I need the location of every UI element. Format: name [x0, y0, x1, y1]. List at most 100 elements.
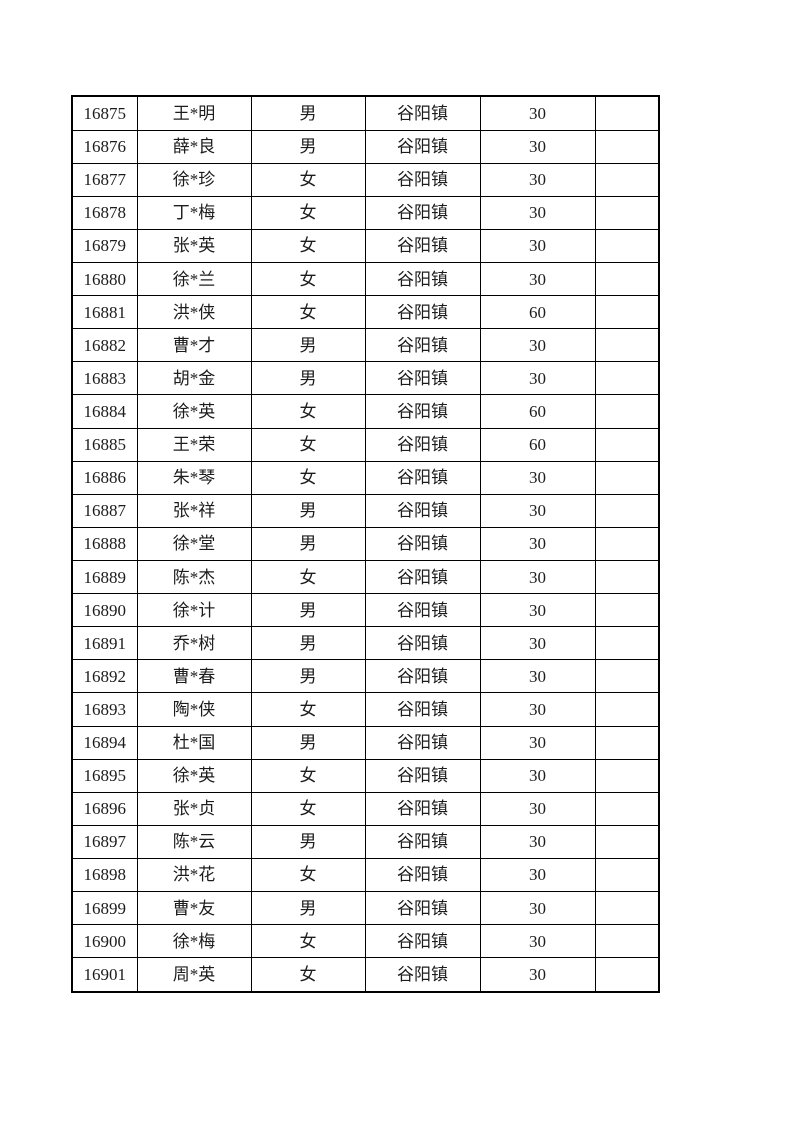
cell-blank: [594, 95, 660, 131]
cell-gender: 男: [250, 824, 366, 859]
cell-name: 徐*英: [136, 394, 252, 429]
cell-blank: [594, 328, 660, 363]
cell-id: 16880: [71, 261, 138, 297]
cell-gender: 女: [250, 559, 366, 595]
cell-gender: 女: [250, 957, 366, 993]
cell-name: 徐*兰: [136, 261, 252, 297]
cell-amount: 30: [479, 493, 596, 528]
table-row: 16896 张*贞女谷阳镇 30: [71, 791, 660, 826]
cell-name: 徐*英: [136, 758, 252, 793]
cell-id: 16900: [71, 924, 138, 959]
table-row: 16884 徐*英女谷阳镇 60: [71, 394, 660, 429]
table-row: 16877 徐*珍女谷阳镇 30: [71, 162, 660, 197]
cell-town: 谷阳镇: [364, 295, 481, 330]
cell-id: 16901: [71, 957, 138, 993]
cell-id: 16890: [71, 593, 138, 628]
cell-blank: [594, 460, 660, 495]
cell-gender: 女: [250, 791, 366, 826]
cell-blank: [594, 659, 660, 694]
table-row: 16880 徐*兰女谷阳镇 30: [71, 261, 660, 297]
cell-town: 谷阳镇: [364, 957, 481, 993]
cell-gender: 女: [250, 162, 366, 197]
table-row: 16881 洪*侠女谷阳镇 60: [71, 295, 660, 330]
cell-gender: 男: [250, 95, 366, 131]
cell-amount: 30: [479, 692, 596, 727]
cell-gender: 男: [250, 725, 366, 760]
cell-town: 谷阳镇: [364, 824, 481, 859]
cell-town: 谷阳镇: [364, 261, 481, 297]
cell-amount: 30: [479, 725, 596, 760]
table-row: 16875 王*明男谷阳镇 30: [71, 95, 660, 131]
cell-amount: 60: [479, 295, 596, 330]
cell-gender: 女: [250, 857, 366, 893]
cell-id: 16881: [71, 295, 138, 330]
cell-gender: 女: [250, 758, 366, 793]
cell-id: 16885: [71, 427, 138, 462]
table-row: 16895 徐*英女谷阳镇 30: [71, 758, 660, 793]
cell-name: 丁*梅: [136, 195, 252, 230]
cell-name: 薛*良: [136, 129, 252, 164]
cell-gender: 女: [250, 228, 366, 263]
table-row: 16901 周*英女谷阳镇 30: [71, 957, 660, 993]
cell-id: 16894: [71, 725, 138, 760]
cell-blank: [594, 791, 660, 826]
cell-gender: 女: [250, 261, 366, 297]
cell-name: 曹*春: [136, 659, 252, 694]
cell-town: 谷阳镇: [364, 460, 481, 495]
cell-amount: 30: [479, 824, 596, 859]
cell-gender: 男: [250, 493, 366, 528]
table-row: 16879 张*英女谷阳镇 30: [71, 228, 660, 263]
cell-id: 16899: [71, 891, 138, 926]
cell-name: 张*贞: [136, 791, 252, 826]
cell-gender: 女: [250, 394, 366, 429]
cell-id: 16889: [71, 559, 138, 595]
cell-town: 谷阳镇: [364, 95, 481, 131]
cell-id: 16883: [71, 361, 138, 396]
cell-amount: 60: [479, 394, 596, 429]
cell-id: 16893: [71, 692, 138, 727]
cell-name: 张*祥: [136, 493, 252, 528]
cell-name: 徐*堂: [136, 526, 252, 561]
cell-gender: 男: [250, 593, 366, 628]
cell-amount: 30: [479, 361, 596, 396]
cell-town: 谷阳镇: [364, 593, 481, 628]
cell-town: 谷阳镇: [364, 328, 481, 363]
cell-blank: [594, 824, 660, 859]
cell-id: 16892: [71, 659, 138, 694]
cell-town: 谷阳镇: [364, 228, 481, 263]
roster-table: 16875 王*明男谷阳镇 30 16876 薛*良男谷阳镇 30 16877 徐*珍女谷阳镇…: [71, 95, 660, 993]
cell-blank: [594, 924, 660, 959]
cell-amount: 30: [479, 559, 596, 595]
cell-name: 陈*云: [136, 824, 252, 859]
cell-name: 乔*树: [136, 626, 252, 661]
cell-id: 16875: [71, 95, 138, 131]
cell-name: 洪*侠: [136, 295, 252, 330]
cell-id: 16877: [71, 162, 138, 197]
cell-amount: 30: [479, 626, 596, 661]
cell-town: 谷阳镇: [364, 195, 481, 230]
table-row: 16886 朱*琴女谷阳镇 30: [71, 460, 660, 495]
cell-blank: [594, 957, 660, 993]
cell-blank: [594, 261, 660, 297]
cell-amount: 30: [479, 328, 596, 363]
table-row: 16887 张*祥男谷阳镇 30: [71, 493, 660, 528]
table-row: 16883 胡*金男谷阳镇 30: [71, 361, 660, 396]
cell-name: 徐*计: [136, 593, 252, 628]
cell-name: 胡*金: [136, 361, 252, 396]
cell-town: 谷阳镇: [364, 692, 481, 727]
cell-id: 16898: [71, 857, 138, 893]
cell-gender: 女: [250, 195, 366, 230]
cell-name: 陶*侠: [136, 692, 252, 727]
cell-amount: 30: [479, 924, 596, 959]
cell-name: 曹*友: [136, 891, 252, 926]
cell-id: 16876: [71, 129, 138, 164]
cell-id: 16886: [71, 460, 138, 495]
cell-name: 陈*杰: [136, 559, 252, 595]
table-row: 16885 王*荣女谷阳镇 60: [71, 427, 660, 462]
cell-blank: [594, 891, 660, 926]
cell-town: 谷阳镇: [364, 361, 481, 396]
cell-id: 16896: [71, 791, 138, 826]
cell-gender: 女: [250, 295, 366, 330]
cell-id: 16887: [71, 493, 138, 528]
